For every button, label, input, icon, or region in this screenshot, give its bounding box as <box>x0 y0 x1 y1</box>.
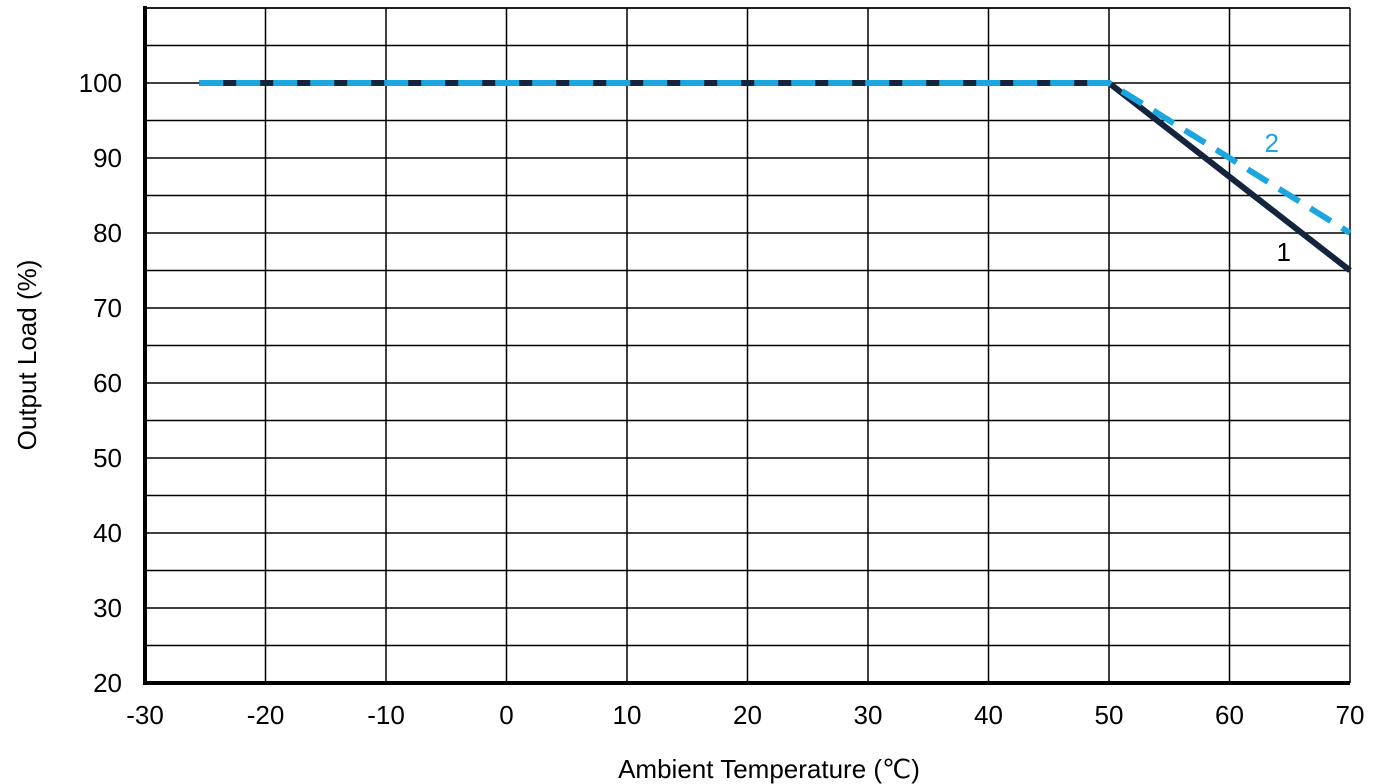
x-tick-label: -20 <box>247 700 285 730</box>
x-tick-label: 40 <box>974 700 1003 730</box>
x-tick-label: 70 <box>1336 700 1365 730</box>
y-tick-label: 40 <box>93 518 122 548</box>
y-tick-label: 30 <box>93 593 122 623</box>
series-label-1: 1 <box>1276 237 1290 267</box>
y-tick-label: 80 <box>93 218 122 248</box>
y-tick-label: 90 <box>93 143 122 173</box>
series-label-2: 2 <box>1264 128 1278 158</box>
series-annotations: 21 <box>1264 128 1291 267</box>
grid-lines <box>144 7 1351 684</box>
plot-frame <box>143 6 1350 685</box>
x-tick-label: -10 <box>367 700 405 730</box>
x-tick-labels: -30 -20 -10 0 10 20 30 40 50 60 70 <box>126 700 1364 730</box>
series-lines <box>199 80 1352 273</box>
x-tick-label: -30 <box>126 700 164 730</box>
x-tick-label: 50 <box>1095 700 1124 730</box>
y-tick-label: 20 <box>93 668 122 698</box>
y-tick-labels: 20 30 40 50 60 70 80 90 100 <box>79 68 122 698</box>
x-axis-label: Ambient Temperature (℃) <box>618 754 920 784</box>
y-tick-label: 60 <box>93 368 122 398</box>
y-axis-label: Output Load (%) <box>12 260 42 451</box>
x-tick-label: 0 <box>499 700 513 730</box>
y-tick-label: 100 <box>79 68 122 98</box>
x-tick-label: 60 <box>1215 700 1244 730</box>
y-tick-label: 50 <box>93 443 122 473</box>
x-tick-label: 30 <box>854 700 883 730</box>
x-tick-label: 10 <box>613 700 642 730</box>
series-line-2 <box>199 80 1352 236</box>
y-tick-label: 70 <box>93 293 122 323</box>
series-line-1 <box>199 80 1352 273</box>
x-tick-label: 20 <box>733 700 762 730</box>
